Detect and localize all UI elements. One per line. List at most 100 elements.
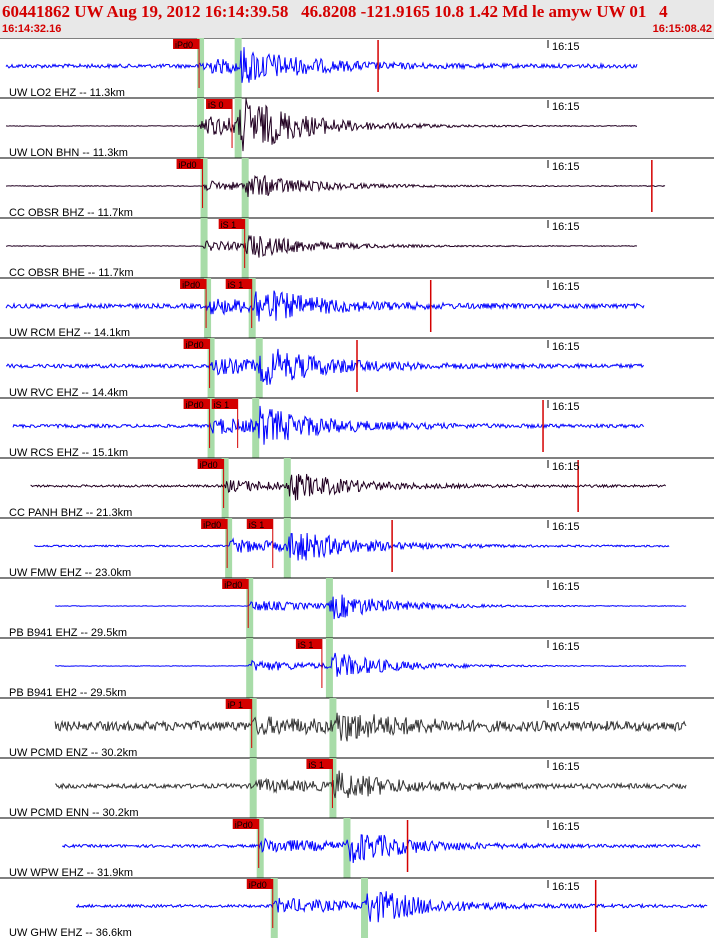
- station-label: CC PANH BHZ -- 21.3km: [9, 507, 132, 519]
- waveform: [55, 770, 687, 799]
- pick-label: iPd0: [224, 580, 242, 590]
- waveform: [5, 174, 666, 198]
- station-label: UW RCS EHZ -- 15.1km: [9, 447, 128, 459]
- waveform: [5, 47, 638, 83]
- p-pick-band: [246, 638, 254, 698]
- time-marker-label: 16:15: [552, 221, 580, 233]
- pick-flag[interactable]: [176, 159, 203, 169]
- pick-label: iPd0: [235, 820, 253, 830]
- p-pick-band: [200, 158, 208, 218]
- end-time: 16:15:08.42: [652, 23, 712, 35]
- trace-row[interactable]: 16:15 iS 1 PB B941 EH2 -- 29.5km: [0, 637, 714, 699]
- pick-flag[interactable]: [246, 879, 273, 889]
- time-marker-label: 16:15: [552, 881, 580, 893]
- seismogram-panel[interactable]: 16:15 iPd0 UW LO2 EHZ -- 11.3km 16:15 iS 0 UW…: [0, 38, 714, 938]
- pick-flag[interactable]: [197, 459, 224, 469]
- trace-row[interactable]: 16:15 iPd0 UW RVC EHZ -- 14.4km: [0, 337, 714, 399]
- s-pick-band: [325, 638, 333, 698]
- station-label: UW WPW EHZ -- 31.9km: [9, 867, 133, 879]
- trace-row[interactable]: 16:15 iPd0 UW LO2 EHZ -- 11.3km: [0, 38, 714, 99]
- trace-row[interactable]: 16:15 iPd0 iS 1 UW RCS EHZ -- 15.1km: [0, 397, 714, 459]
- trace-row[interactable]: 16:15 iPd0 iS 1 UW RCM EHZ -- 14.1km: [0, 277, 714, 339]
- pick-label: iS 1: [298, 640, 314, 650]
- pick-flag[interactable]: [183, 399, 210, 409]
- pick-label: iS 0: [208, 100, 224, 110]
- time-marker-label: 16:15: [552, 701, 580, 713]
- waveform: [5, 235, 638, 258]
- pick-flag[interactable]: [180, 279, 207, 289]
- waveform: [75, 891, 708, 923]
- time-marker-label: 16:15: [552, 461, 580, 473]
- p-pick-band: [249, 698, 257, 758]
- waveform: [34, 532, 670, 561]
- trace-row[interactable]: 16:15 iPd0 CC OBSR BHZ -- 11.7km: [0, 157, 714, 219]
- pick-flag[interactable]: [211, 399, 238, 409]
- start-time: 16:14:32.16: [2, 23, 62, 35]
- station-label: UW PCMD ENN -- 30.2km: [9, 807, 139, 819]
- pick-label: iPd0: [186, 340, 204, 350]
- pick-label: iP 1: [228, 700, 243, 710]
- pick-flag[interactable]: [201, 519, 228, 529]
- pick-flag[interactable]: [225, 699, 252, 709]
- pick-label: iS 1: [214, 400, 230, 410]
- p-pick-band: [249, 758, 257, 818]
- pick-label: iPd0: [175, 40, 193, 50]
- pick-flag[interactable]: [246, 519, 273, 529]
- trace-row[interactable]: 16:15 iS 1 CC OBSR BHE -- 11.7km: [0, 217, 714, 279]
- pick-flag[interactable]: [183, 339, 210, 349]
- station-label: PB B941 EH2 -- 29.5km: [9, 687, 126, 699]
- waveform: [54, 594, 687, 620]
- station-label: CC OBSR BHZ -- 11.7km: [9, 207, 133, 219]
- p-pick-band: [225, 518, 233, 578]
- pick-flag[interactable]: [222, 579, 249, 589]
- pick-flag[interactable]: [295, 639, 322, 649]
- pick-flag[interactable]: [173, 39, 200, 49]
- trace-row[interactable]: 16:15 iS 1 UW PCMD ENN -- 30.2km: [0, 757, 714, 819]
- pick-flag[interactable]: [218, 219, 245, 229]
- waveform: [54, 712, 687, 742]
- trace-row[interactable]: 16:15 iPd0 UW GHW EHZ -- 36.6km: [0, 877, 714, 938]
- waveform: [5, 98, 637, 152]
- trace-row[interactable]: 16:15 iPd0 PB B941 EHZ -- 29.5km: [0, 577, 714, 639]
- waveform: [30, 473, 666, 501]
- time-marker-label: 16:15: [552, 281, 580, 293]
- s-pick-band: [343, 818, 351, 878]
- time-marker-label: 16:15: [552, 101, 580, 113]
- trace-row[interactable]: 16:15 iP 1 UW PCMD ENZ -- 30.2km: [0, 697, 714, 759]
- waveform: [6, 348, 645, 386]
- trace-row[interactable]: 16:15 iPd0 iS 1 UW FMW EHZ -- 23.0km: [0, 517, 714, 579]
- pick-label: iPd0: [200, 460, 218, 470]
- station-label: PB B941 EHZ -- 29.5km: [9, 627, 127, 639]
- waveform: [62, 834, 701, 864]
- pick-flag[interactable]: [232, 819, 259, 829]
- time-marker-label: 16:15: [552, 401, 580, 413]
- time-marker-label: 16:15: [552, 641, 580, 653]
- s-pick-band: [361, 878, 369, 938]
- station-label: CC OBSR BHE -- 11.7km: [9, 267, 134, 279]
- trace-row[interactable]: 16:15 iPd0 CC PANH BHZ -- 21.3km: [0, 457, 714, 519]
- trace-row[interactable]: 16:15 iPd0 UW WPW EHZ -- 31.9km: [0, 817, 714, 879]
- p-pick-band: [197, 38, 205, 98]
- station-label: UW FMW EHZ -- 23.0km: [9, 567, 131, 579]
- time-marker-label: 16:15: [552, 41, 580, 53]
- p-pick-band: [246, 578, 254, 638]
- pick-label: iPd0: [186, 400, 204, 410]
- pick-flag[interactable]: [225, 279, 252, 289]
- time-marker-label: 16:15: [552, 341, 580, 353]
- pick-flag[interactable]: [206, 99, 233, 109]
- pick-label: iS 1: [308, 760, 324, 770]
- time-marker-label: 16:15: [552, 161, 580, 173]
- pick-label: iS 1: [249, 520, 265, 530]
- pick-label: iS 1: [221, 220, 237, 230]
- waveform: [55, 652, 687, 677]
- pick-flag[interactable]: [306, 759, 333, 769]
- waveform: [12, 405, 645, 445]
- time-marker-label: 16:15: [552, 521, 580, 533]
- trace-row[interactable]: 16:15 iS 0 UW LON BHN -- 11.3km: [0, 97, 714, 159]
- station-label: UW LO2 EHZ -- 11.3km: [9, 87, 125, 99]
- station-label: UW PCMD ENZ -- 30.2km: [9, 747, 137, 759]
- p-pick-band: [270, 878, 278, 938]
- p-pick-band: [256, 818, 264, 878]
- pick-label: iPd0: [179, 160, 197, 170]
- time-marker-label: 16:15: [552, 761, 580, 773]
